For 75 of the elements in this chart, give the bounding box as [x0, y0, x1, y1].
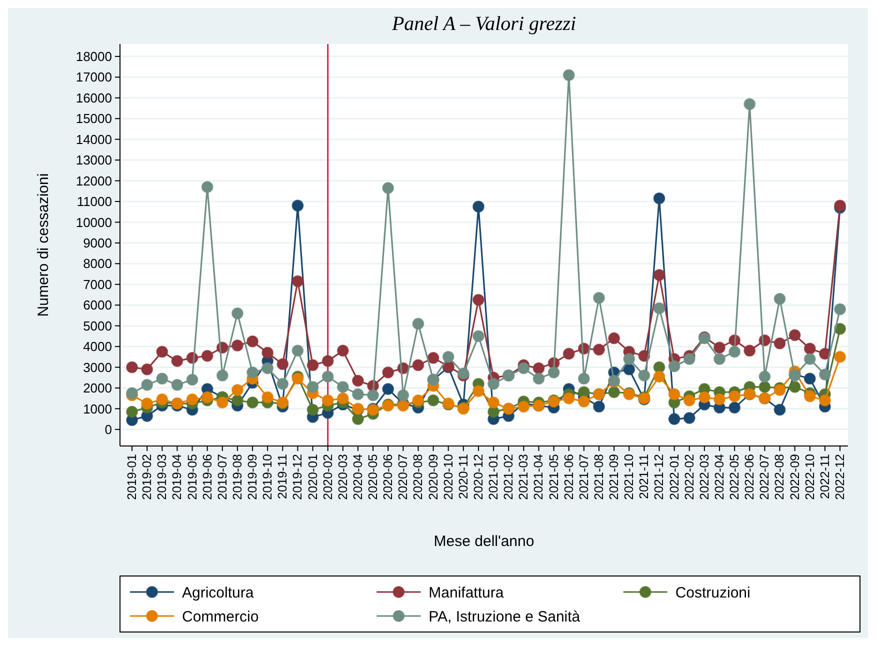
y-tick-label: 12000 — [76, 173, 112, 188]
x-tick-label: 2020-11 — [456, 454, 470, 499]
x-tick-label: 2019-03 — [155, 454, 170, 500]
x-tick-label: 2020-08 — [411, 454, 426, 500]
x-tick-label: 2019-08 — [230, 454, 244, 500]
y-tick-label: 2000 — [83, 380, 112, 396]
x-tick-label: 2022-06 — [742, 454, 757, 500]
x-tick-label: 2020-04 — [350, 454, 365, 500]
x-tick-label: 2019-09 — [246, 454, 260, 500]
x-tick-label: 2019-02 — [140, 454, 154, 500]
x-tick-label: 2020-01 — [306, 454, 320, 500]
x-axis-title: Mese dell'anno — [434, 533, 534, 550]
legend-label: Commercio — [182, 608, 259, 626]
x-tick-label: 2019-01 — [125, 454, 139, 500]
y-tick-label: 1000 — [83, 401, 112, 416]
y-tick-label: 6000 — [83, 298, 112, 313]
x-tick-label: 2019-05 — [185, 454, 200, 500]
x-tick-label: 2022-02 — [682, 454, 696, 500]
x-tick-label: 2022-12 — [833, 454, 847, 500]
y-tick-label: 7000 — [83, 276, 112, 292]
x-tick-label: 2019-07 — [215, 454, 230, 500]
y-tick-label: 4000 — [83, 339, 112, 354]
y-tick-label: 15000 — [76, 111, 112, 126]
y-tick-label: 9000 — [83, 235, 112, 250]
x-tick-label: 2021-12 — [652, 454, 666, 500]
x-tick-label: 2020-05 — [366, 454, 380, 500]
x-tick-label: 2021-04 — [532, 454, 546, 500]
y-tick-label: 14000 — [76, 132, 112, 147]
x-tick-label: 2022-05 — [728, 454, 742, 500]
x-tick-label: 2022-08 — [772, 454, 787, 500]
y-tick-label: 11000 — [76, 194, 112, 210]
x-tick-label: 2022-03 — [697, 454, 712, 500]
x-tick-label: 2020-02 — [320, 454, 335, 500]
x-tick-label: 2021-11 — [637, 454, 652, 499]
x-tick-label: 2022-01 — [667, 454, 682, 500]
x-tick-label: 2022-09 — [788, 454, 802, 500]
x-tick-label: 2021-01 — [486, 454, 501, 500]
x-tick-label: 2019-12 — [290, 454, 305, 500]
x-tick-label: 2019-10 — [260, 454, 275, 500]
legend-label: Costruzioni — [675, 584, 750, 602]
chart-title: Panel A – Valori grezzi — [390, 13, 576, 35]
x-tick-label: 2020-03 — [336, 454, 350, 500]
x-tick-label: 2022-04 — [712, 454, 726, 500]
x-tick-label: 2019-11 — [276, 454, 290, 499]
legend-label: Agricoltura — [182, 584, 254, 602]
x-tick-label: 2020-12 — [471, 454, 486, 500]
x-tick-label: 2022-07 — [758, 454, 772, 500]
y-tick-label: 10000 — [76, 214, 112, 230]
x-tick-label: 2022-11 — [818, 454, 832, 499]
y-tick-label: 16000 — [76, 90, 112, 106]
legend-label: Manifattura — [428, 584, 504, 602]
x-tick-label: 2019-06 — [200, 454, 214, 500]
x-tick-label: 2021-10 — [622, 454, 636, 500]
y-axis-title: Numero di cessazioni — [35, 173, 52, 317]
x-tick-label: 2020-10 — [441, 454, 456, 500]
y-tick-label: 13000 — [76, 152, 112, 168]
x-tick-label: 2019-04 — [170, 454, 184, 500]
x-tick-label: 2021-07 — [576, 454, 591, 500]
y-tick-label: 0 — [104, 422, 112, 437]
y-tick-label: 8000 — [83, 256, 112, 272]
x-tick-label: 2020-06 — [381, 454, 396, 500]
y-tick-label: 18000 — [76, 48, 112, 64]
x-tick-label: 2021-03 — [516, 454, 531, 500]
legend-label: PA, Istruzione e Sanità — [428, 608, 581, 626]
y-tick-label: 3000 — [83, 360, 112, 375]
x-tick-label: 2021-09 — [607, 454, 622, 500]
x-tick-label: 2020-07 — [396, 454, 410, 500]
x-tick-label: 2020-09 — [426, 454, 440, 500]
y-tick-label: 5000 — [83, 318, 112, 334]
x-tick-label: 2021-08 — [592, 454, 606, 500]
x-tick-label: 2022-10 — [802, 454, 817, 500]
y-tick-label: 17000 — [76, 70, 112, 85]
x-tick-label: 2021-05 — [546, 454, 561, 500]
x-tick-label: 2021-02 — [502, 454, 516, 500]
x-tick-label: 2021-06 — [562, 454, 576, 500]
